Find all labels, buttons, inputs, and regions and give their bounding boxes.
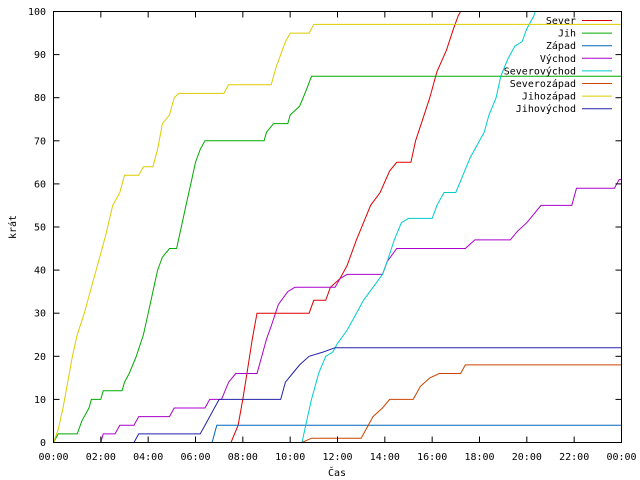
x-tick-label: 14:00: [370, 452, 400, 463]
y-tick-label: 20: [34, 352, 46, 363]
x-axis-label: Čas: [328, 466, 346, 479]
x-tick-label: 00:00: [606, 452, 636, 463]
y-tick-label: 70: [34, 136, 46, 147]
y-tick-label: 50: [34, 223, 46, 234]
x-tick-label: 10:00: [275, 452, 305, 463]
series-line-2: [53, 424, 622, 443]
legend: Sever JihZápadVýchodSeverovýchodSeverozáp…: [504, 16, 612, 115]
y-tick-label: 10: [34, 395, 46, 406]
legend-label: Východ: [540, 53, 576, 65]
legend-label: Západ: [546, 40, 576, 52]
legend-label: Jih: [558, 29, 576, 40]
series-line-7: [53, 347, 622, 443]
x-tick-label: 16:00: [417, 452, 447, 463]
series-line-5: [53, 364, 622, 443]
x-tick-label: 12:00: [322, 452, 352, 463]
series-line-1: [53, 75, 622, 443]
series-line-4: [53, 11, 536, 443]
x-tick-label: 06:00: [180, 452, 210, 463]
legend-label: Severovýchod: [504, 65, 576, 77]
x-tick-label: 20:00: [512, 452, 542, 463]
y-tick-label: 80: [34, 93, 46, 104]
y-tick-label: 0: [40, 438, 46, 449]
legend-label: Jihozápad: [522, 91, 576, 103]
series-line-0: [53, 11, 462, 443]
legend-label: Severozápad: [510, 78, 576, 90]
series-line-6: [53, 23, 622, 443]
y-axis-label: krát: [7, 215, 19, 239]
y-tick-label: 90: [34, 50, 46, 61]
y-tick-label: 40: [34, 266, 46, 277]
y-tick-label: 60: [34, 179, 46, 190]
x-tick-label: 18:00: [464, 452, 494, 463]
y-tick-label: 30: [34, 309, 46, 320]
y-tick-label: 100: [28, 7, 46, 18]
ticks-layer: 00:00 02:00 04:00 06:00 08:00 10:00 12:00 14:00…: [28, 7, 637, 463]
legend-label: Jihovýchod: [516, 103, 576, 115]
series-line-3: [53, 179, 622, 443]
x-tick-label: 02:00: [86, 452, 116, 463]
x-tick-label: 00:00: [38, 452, 68, 463]
series-layer: [53, 11, 622, 443]
legend-label: Sever: [546, 16, 576, 27]
x-tick-label: 22:00: [559, 452, 589, 463]
x-tick-label: 04:00: [133, 452, 163, 463]
x-tick-label: 08:00: [228, 452, 258, 463]
